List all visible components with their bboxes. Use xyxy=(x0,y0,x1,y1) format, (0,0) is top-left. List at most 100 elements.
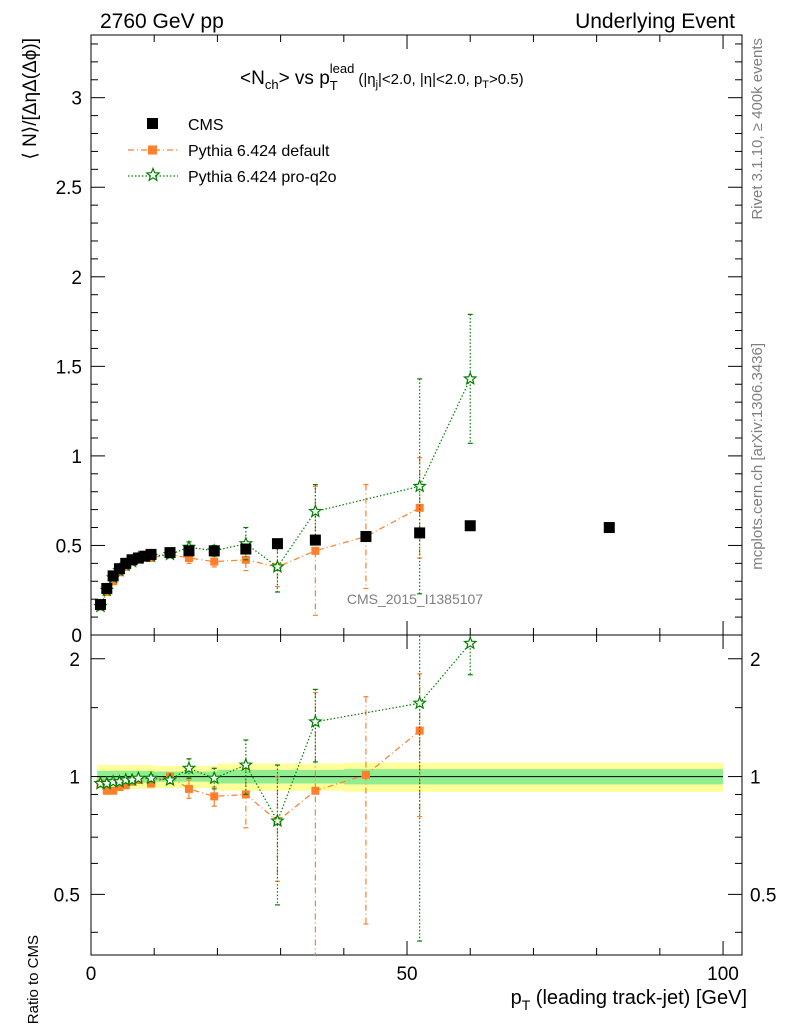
ratio-point-proq2o xyxy=(270,813,285,828)
ratio-series-line xyxy=(100,642,471,823)
title-cuts-sub: j xyxy=(375,79,378,91)
main-point-cms xyxy=(120,557,132,569)
ratio-point-proq2o xyxy=(308,714,323,729)
main-point-cms xyxy=(139,550,151,562)
ratio-frame xyxy=(90,634,743,956)
main-y-tick-label: 2.5 xyxy=(56,178,82,199)
ratio-point-default xyxy=(184,784,193,793)
ratio-point-proq2o xyxy=(143,770,159,785)
main-point-cms xyxy=(126,554,138,566)
mcplots-label: mcplots.cern.ch [arXiv:1306.3436] xyxy=(749,343,766,570)
ratio-point-proq2o xyxy=(462,635,478,650)
title-sub-ch: ch xyxy=(265,77,279,92)
ratio-point-default xyxy=(361,770,370,779)
main-series-pythia-6-424-pro-q2o xyxy=(93,313,478,613)
ratio-point-proq2o xyxy=(181,760,197,775)
main-point-cms xyxy=(101,582,113,594)
svg-text:<Nch> vs pTlead(|ηj|<2.0, |η|<: <Nch> vs pTlead(|ηj|<2.0, |η|<2.0, pT>0.… xyxy=(240,61,524,93)
title-cuts-sub2: T xyxy=(482,79,489,91)
ratio-series-line xyxy=(100,730,421,822)
legend-marker-proq2o xyxy=(145,166,161,182)
main-y-tick-label: 1 xyxy=(71,447,82,468)
main-point-cms xyxy=(360,530,372,542)
ratio-point-default xyxy=(147,779,156,788)
ratio-series-pythia-6-424-pro-q2o xyxy=(93,635,478,942)
xlabel-p: p xyxy=(511,987,522,1009)
main-y-tick-label: 1.5 xyxy=(56,357,82,378)
title-main: <N xyxy=(240,68,265,89)
ratio-point-proq2o xyxy=(412,695,427,710)
legend-marker-cms xyxy=(147,118,158,129)
main-point-default xyxy=(415,503,424,512)
main-series-line xyxy=(99,378,471,607)
main-y-tick-label: 0 xyxy=(71,626,82,647)
x-tick-label: 100 xyxy=(707,964,739,985)
title-cuts: (|η xyxy=(358,71,375,88)
ratio-point-proq2o xyxy=(206,770,222,785)
main-point-cms xyxy=(414,527,426,539)
main-point-default xyxy=(184,553,193,562)
main-point-cms xyxy=(183,545,195,557)
x-tick-label: 0 xyxy=(86,964,97,985)
ratio-y-tick-label: 0.5 xyxy=(54,885,80,906)
main-y-tick-label: 0.5 xyxy=(56,536,82,557)
ratio-panel xyxy=(90,634,743,956)
main-series-cms xyxy=(94,520,615,611)
main-point-cms xyxy=(145,548,157,560)
legend: CMS Pythia 6.424 default Pythia 6.424 pr… xyxy=(128,117,337,186)
watermark: CMS_2015_I1385107 xyxy=(347,591,483,607)
ratio-y-tick-label-right: 1 xyxy=(750,768,761,789)
legend-label-default: Pythia 6.424 default xyxy=(188,143,330,160)
rivet-label: Rivet 3.1.10, ≥ 400k events xyxy=(749,38,766,220)
ratio-point-default xyxy=(115,783,124,792)
title-cuts-rest: |<2.0, |η|<2.0, p xyxy=(378,71,482,88)
main-y-tick-label: 2 xyxy=(71,268,82,289)
ratio-y-tick-label-right: 2 xyxy=(750,650,761,671)
header-left: 2760 GeV pp xyxy=(100,10,224,33)
ratio-ylabel: Ratio to CMS xyxy=(25,935,42,1024)
legend-label-proq2o: Pythia 6.424 pro-q2o xyxy=(188,169,337,186)
plot-title: <Nch> vs pTlead(|ηj|<2.0, |η|<2.0, pT>0.… xyxy=(240,61,524,93)
main-point-cms xyxy=(309,534,321,546)
x-tick-label: 50 xyxy=(396,964,417,985)
ratio-y-tick-label: 2 xyxy=(69,650,80,671)
ratio-y-tick-label-right: 0.5 xyxy=(750,885,776,906)
header-right: Underlying Event xyxy=(575,10,735,33)
ratio-y-tick-label: 1 xyxy=(69,768,80,789)
main-point-cms xyxy=(94,599,106,611)
legend-marker-default xyxy=(148,145,157,155)
main-point-cms xyxy=(208,545,220,557)
xlabel: pT (leading track-jet) [GeV] xyxy=(511,987,747,1013)
ratio-point-default xyxy=(109,786,118,795)
ratio-point-proq2o xyxy=(131,770,146,785)
xlabel-rest: (leading track-jet) [GeV] xyxy=(530,987,747,1009)
title-cuts-end: >0.5) xyxy=(489,71,524,88)
title-mid: > vs p xyxy=(279,68,330,89)
main-point-cms xyxy=(107,570,119,582)
ratio-point-default xyxy=(121,781,130,790)
legend-label-cms: CMS xyxy=(188,117,224,134)
main-point-cms xyxy=(113,563,125,575)
main-point-cms xyxy=(164,547,176,559)
main-ylabel: ⟨ N⟩/[ΔηΔ(Δϕ)] xyxy=(20,38,41,160)
main-point-cms xyxy=(271,538,283,550)
main-point-proq2o xyxy=(462,371,478,386)
ratio-point-proq2o xyxy=(238,757,254,772)
title-sup-lead: lead xyxy=(330,61,355,76)
ratio-point-default xyxy=(311,786,320,795)
main-point-cms xyxy=(464,520,476,532)
main-point-default xyxy=(311,546,320,555)
ratio-point-default xyxy=(210,792,219,801)
main-point-proq2o xyxy=(270,559,285,574)
main-point-cms xyxy=(603,522,615,534)
main-series-line xyxy=(99,507,420,607)
title-sub-t: T xyxy=(330,78,338,93)
main-point-default xyxy=(210,557,219,566)
main-point-cms xyxy=(240,543,252,555)
main-point-proq2o xyxy=(412,478,427,493)
ratio-series-pythia-6-424-default xyxy=(96,673,424,955)
chart-marks: 0 50 100 0 0.5 1 1.5 2 2.5 3 0.5 0.5 1 1 2 2 xyxy=(54,35,776,985)
main-y-tick-label: 3 xyxy=(71,89,82,110)
xlabel-sub: T xyxy=(522,997,531,1013)
